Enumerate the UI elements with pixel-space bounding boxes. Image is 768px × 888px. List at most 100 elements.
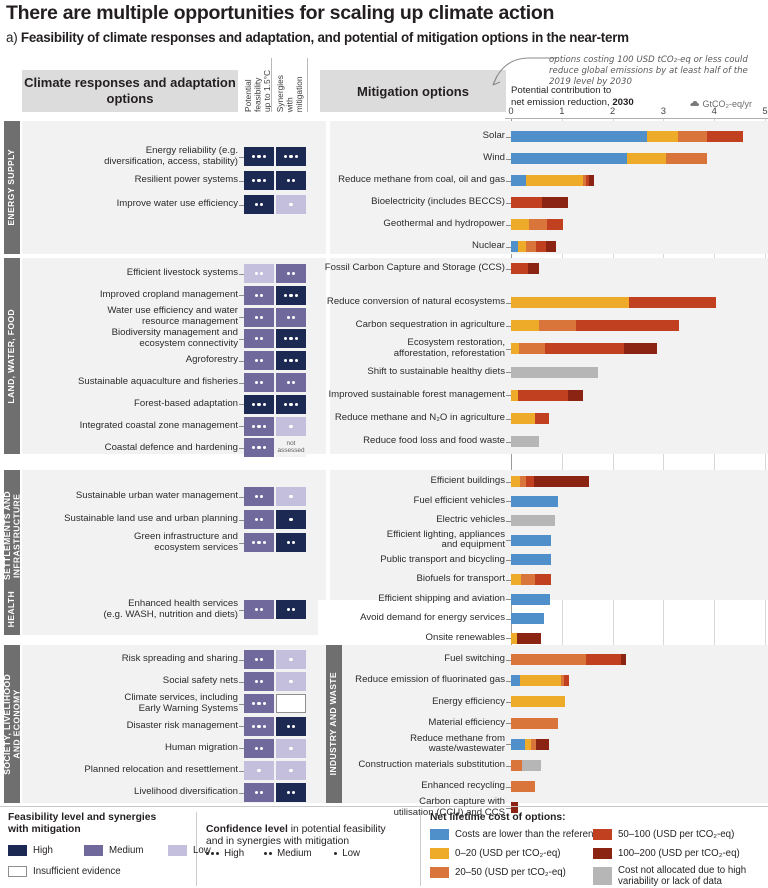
synergies-cell[interactable] [276,487,306,506]
mitigation-bar[interactable] [511,389,583,401]
feasibility-cell[interactable] [244,650,274,669]
feasibility-cell[interactable] [244,264,274,283]
feasibility-cell[interactable] [244,285,274,305]
confidence-dot [289,154,293,159]
mitigation-bar[interactable] [511,593,551,605]
section-panel [22,258,326,454]
mitigation-bar[interactable] [511,613,544,625]
confidence-dot [292,791,296,795]
header-adaptation-options: Climate responses and adaptation options [22,70,238,112]
feasibility-cell[interactable] [244,533,274,552]
mitigation-bar[interactable] [511,696,566,708]
synergies-cell[interactable] [276,600,306,619]
synergies-cell[interactable] [276,373,306,392]
synergies-cell[interactable] [276,264,306,283]
feasibility-cell[interactable] [244,716,274,736]
row-connector [239,609,244,611]
synergies-cell[interactable] [276,783,306,803]
feasibility-cell[interactable] [244,307,274,327]
header-mitigation-options: Mitigation options [320,70,506,112]
mitigation-bar[interactable] [511,574,552,585]
synergies-cell[interactable] [276,761,306,780]
mitigation-bar[interactable] [511,632,541,644]
mitigation-bar[interactable] [511,320,679,332]
mitigation-bar[interactable] [511,495,559,507]
mitigation-bar[interactable] [511,131,743,142]
feasibility-cell[interactable] [244,487,274,506]
row-connector [506,520,511,522]
synergies-cell[interactable]: not assessed [276,438,306,458]
mitigation-bar[interactable] [511,413,549,424]
synergies-cell[interactable] [276,416,306,436]
synergies-cell[interactable] [276,694,306,714]
synergies-cell[interactable] [276,351,306,371]
mitigation-bar[interactable] [511,534,552,546]
feasibility-cell[interactable] [244,195,274,214]
feasibility-cell[interactable] [244,783,274,803]
feasibility-cell[interactable] [244,600,274,619]
mitigation-bar[interactable] [511,515,556,527]
mitigation-bar[interactable] [511,781,535,793]
feasibility-cell[interactable] [244,351,274,371]
axis-caption-year: 2030 [612,96,634,108]
row-connector [506,786,511,788]
mitigation-bar[interactable] [511,436,539,448]
adaptation-option-label: Livelihood diversification [134,786,238,798]
row-connector [506,180,511,182]
feasibility-cell[interactable] [244,416,274,436]
mitigation-bar[interactable] [511,153,707,164]
synergies-cell[interactable] [276,533,306,552]
row-connector [239,338,244,340]
feasibility-cell[interactable] [244,510,274,529]
mitigation-bar[interactable] [511,554,552,566]
legend-confidence-dots [334,851,338,856]
mitigation-bar[interactable] [511,197,569,208]
mitigation-bar[interactable] [511,343,658,355]
mitigation-bar[interactable] [511,717,559,729]
feasibility-cell[interactable] [244,171,274,190]
adaptation-row: Improved cropland management [0,285,306,305]
feasibility-cell[interactable] [244,438,274,458]
synergies-cell[interactable] [276,147,306,166]
mitigation-bar[interactable] [511,654,627,665]
synergies-cell[interactable] [276,307,306,327]
mitigation-row: Efficient shipping and aviation [0,591,768,608]
mitigation-bar[interactable] [511,760,541,771]
feasibility-cell[interactable] [244,373,274,392]
synergies-cell[interactable] [276,510,306,529]
feasibility-cell[interactable] [244,738,274,758]
mitigation-bar[interactable] [511,175,595,186]
feasibility-cell[interactable] [244,147,274,166]
feasibility-cell[interactable] [244,761,274,780]
mitigation-bar[interactable] [511,297,716,308]
adaptation-option-label: Integrated coastal zone management [79,419,238,431]
mitigation-bar[interactable] [511,802,518,814]
mitigation-bar[interactable] [511,366,598,378]
synergies-cell[interactable] [276,738,306,758]
mitigation-bar[interactable] [511,219,564,230]
confidence-dot [262,724,266,728]
adaptation-row: Social safety nets [0,672,306,692]
synergies-cell[interactable] [276,171,306,190]
synergies-cell[interactable] [276,329,306,349]
feasibility-cell[interactable] [244,394,274,414]
mitigation-bar[interactable] [511,263,540,274]
synergies-cell[interactable] [276,650,306,669]
synergies-cell[interactable] [276,394,306,414]
feasibility-cell[interactable] [244,329,274,349]
adaptation-option-label: Biodiversity management and ecosystem co… [111,327,238,349]
row-connector [239,382,244,384]
row-connector [239,426,244,428]
synergies-cell[interactable] [276,285,306,305]
bar-segment-c0_20 [511,297,630,308]
feasibility-cell[interactable] [244,672,274,692]
mitigation-bar[interactable] [511,675,569,687]
synergies-cell[interactable] [276,195,306,214]
mitigation-bar[interactable] [511,738,549,750]
mitigation-bar[interactable] [511,476,590,487]
confidence-dot [257,702,261,706]
feasibility-cell[interactable] [244,694,274,714]
synergies-cell[interactable] [276,716,306,736]
mitigation-bar[interactable] [511,241,556,252]
synergies-cell[interactable] [276,672,306,692]
